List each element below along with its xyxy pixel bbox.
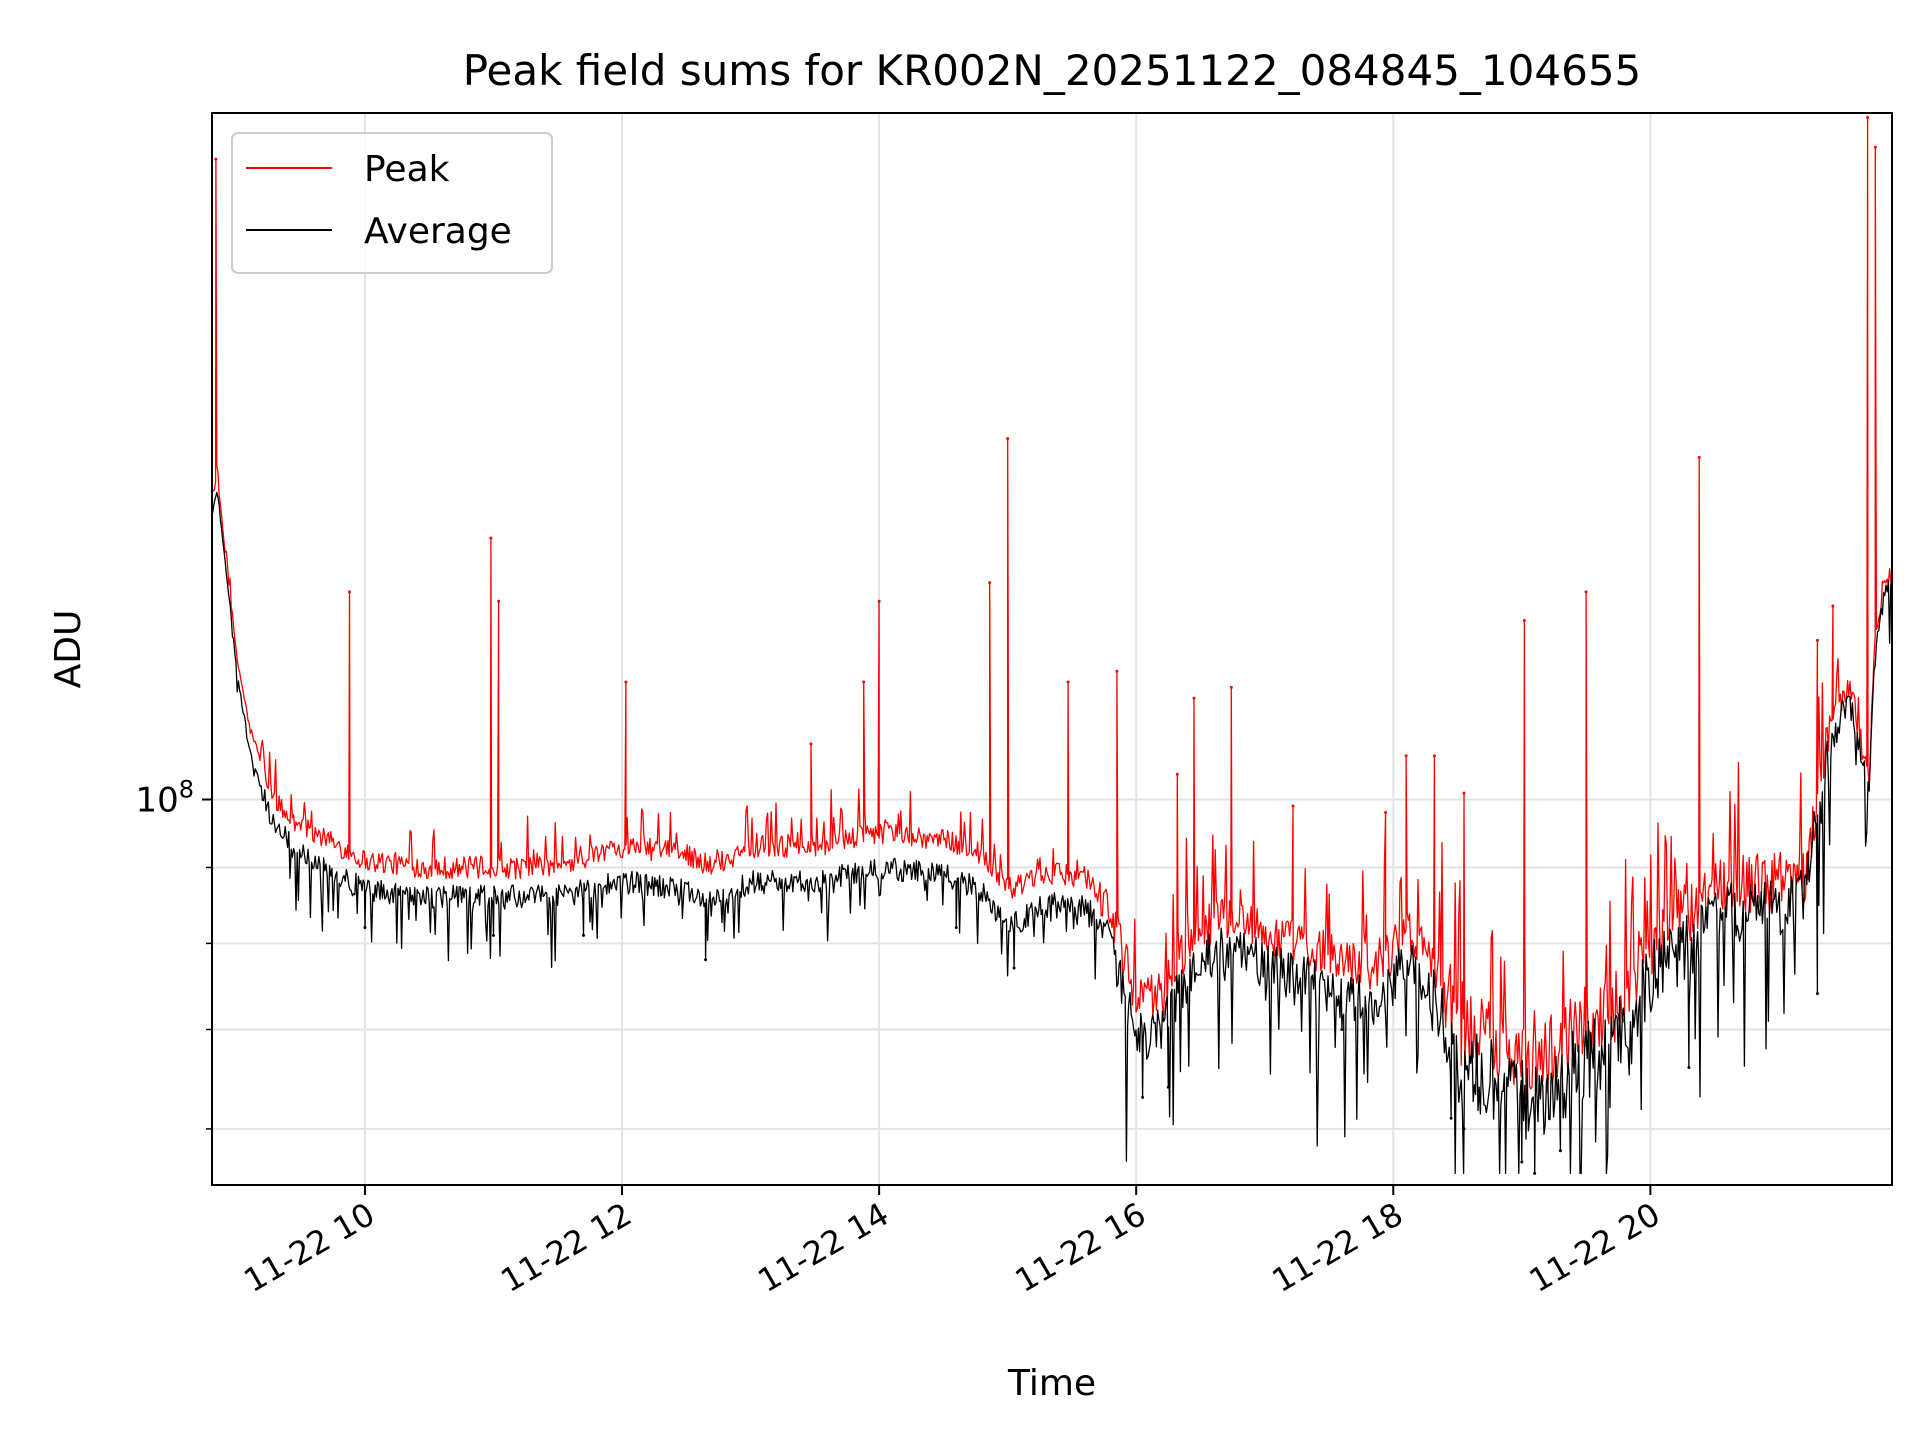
average-dip-point <box>1449 1116 1453 1120</box>
peak-spike-point <box>1006 437 1010 441</box>
average-dip-point <box>1520 1160 1524 1164</box>
legend: Peak Average <box>231 132 553 274</box>
average-dip-point <box>363 925 367 929</box>
peak-spike-point <box>489 536 493 540</box>
average-dip-point <box>581 933 585 937</box>
peak-spike-point <box>809 742 813 746</box>
peak-spike-point <box>1066 680 1070 684</box>
peak-spike-point <box>1866 115 1870 119</box>
series-layer <box>211 115 1893 1175</box>
peak-spike-point <box>1192 696 1196 700</box>
average-dip-point <box>1687 1065 1691 1069</box>
peak-spike-point <box>1697 455 1701 459</box>
x-axis-label: Time <box>1007 1363 1096 1404</box>
average-dip-point <box>1141 1095 1145 1099</box>
peak-spike-point <box>862 680 866 684</box>
peak-spike-point <box>1175 772 1179 776</box>
peak-spike-point <box>1115 669 1119 673</box>
peak-spike-point <box>1815 638 1819 642</box>
peak-spike-point <box>877 599 881 603</box>
peak-spike-point <box>348 590 352 594</box>
chart-title: Peak field sums for KR002N_20251122_0848… <box>463 46 1642 95</box>
peak-spike-point <box>1291 804 1295 808</box>
peak-spike-point <box>1522 619 1526 623</box>
x-tick-label: 11-22 10 <box>237 1195 381 1300</box>
y-axis-label: ADU <box>48 610 89 689</box>
series-line-peak <box>211 116 1893 1101</box>
average-dip-point <box>1815 992 1819 996</box>
peak-spike-point <box>497 599 501 603</box>
average-dip-point <box>491 933 495 937</box>
peak-spike-point <box>1404 754 1408 758</box>
x-tick-label: 11-22 18 <box>1266 1195 1410 1300</box>
legend-label-peak: Peak <box>364 149 450 190</box>
y-tick-label: 108 <box>135 776 194 821</box>
peak-spike-point <box>624 680 628 684</box>
average-dip-point <box>704 958 708 962</box>
peak-spike-point <box>1432 754 1436 758</box>
average-dip-point <box>1533 1171 1537 1175</box>
average-dip-point <box>1340 1028 1344 1032</box>
average-dip-point <box>1558 1149 1562 1153</box>
x-tick-label: 11-22 14 <box>752 1195 896 1300</box>
average-dip-point <box>1012 966 1016 970</box>
series-line-average <box>211 491 1893 1175</box>
peak-spike-point <box>1462 791 1466 795</box>
x-tick-label: 11-22 20 <box>1523 1195 1667 1300</box>
x-tick-label: 11-22 12 <box>494 1195 638 1300</box>
peak-spike-point <box>1384 811 1388 815</box>
peak-spike-point <box>988 581 992 585</box>
x-tick-label: 11-22 16 <box>1009 1195 1153 1300</box>
average-dip-point <box>1462 1127 1466 1131</box>
peak-spike-point <box>1229 685 1233 689</box>
peak-spike-point <box>214 157 218 161</box>
peak-spike-point <box>1831 604 1835 608</box>
average-dip-point <box>954 925 958 929</box>
plot-area-frame <box>211 112 1893 1186</box>
legend-label-average: Average <box>364 211 512 252</box>
average-dip-point <box>1166 1085 1170 1089</box>
peak-spike-point <box>1873 145 1877 149</box>
peak-spike-point <box>1584 590 1588 594</box>
